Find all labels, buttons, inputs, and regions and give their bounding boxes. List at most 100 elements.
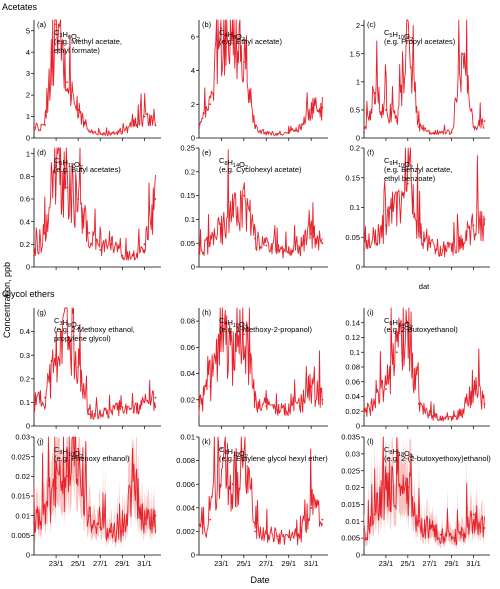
data-point [461, 533, 464, 536]
data-point [254, 398, 256, 401]
panel-label: (d) [37, 148, 47, 157]
data-point [276, 409, 279, 412]
data-point [254, 126, 256, 129]
y-tick-label: 0.02 [345, 407, 360, 416]
data-point [374, 92, 376, 94]
data-point [198, 405, 200, 408]
compound-note: ethyl benzoate) [384, 174, 436, 183]
compound-note: (e.g. Butyl acetates) [54, 165, 121, 174]
chart-panel-a: 0 1 2 3 4 5 (a) C3H6O2(e.g. Methyl acetate,ethy… [26, 19, 161, 143]
data-point [406, 486, 409, 489]
data-point [374, 513, 376, 516]
data-point [77, 447, 80, 450]
y-tick-label: 1 [356, 77, 360, 86]
series-line [363, 307, 485, 422]
y-tick-label: 0.08 [180, 317, 195, 326]
y-tick-label: 1 [26, 112, 30, 121]
series-line [33, 147, 156, 261]
panel-label: (i) [367, 308, 374, 317]
data-point [231, 483, 234, 486]
data-point [77, 109, 80, 112]
y-tick-label: 0.02 [180, 395, 195, 404]
compound-note: (e.g. 2-(2-butoxyethoxy)ethanol) [384, 454, 491, 463]
data-point [55, 487, 57, 490]
data-point [231, 213, 234, 216]
data-point [44, 232, 46, 234]
y-tick-label: 2 [356, 21, 360, 30]
y-tick-label: 0.08 [345, 363, 360, 372]
y-tick-label: 2 [26, 91, 30, 100]
formula-label: C5H10O2 [384, 28, 413, 43]
data-point [439, 533, 442, 536]
x-tick-label: 29/1 [444, 559, 459, 568]
data-point [321, 398, 324, 401]
data-point [209, 242, 212, 245]
data-point [154, 396, 157, 399]
y-tick-label: 5 [26, 26, 30, 35]
data-point [461, 52, 464, 55]
y-tick-label: 0.005 [11, 531, 30, 540]
formula-label: C4H8O2 [219, 28, 245, 43]
y-axis-title: Concentration, ppb [2, 262, 12, 338]
data-point [321, 242, 324, 245]
data-point [220, 447, 223, 450]
data-point [299, 535, 301, 538]
x-tick-label: 29/1 [115, 559, 130, 568]
data-point [310, 108, 313, 111]
x-tick-label: 23/1 [379, 559, 394, 568]
data-point [33, 254, 35, 257]
data-point [110, 530, 113, 533]
data-point [461, 242, 464, 245]
data-point [287, 132, 290, 134]
data-point [483, 402, 486, 405]
data-point [310, 506, 313, 509]
formula-label: C8H14O2 [219, 156, 248, 171]
formula-label: C3H6O2 [54, 28, 80, 43]
y-tick-label: 0.05 [345, 233, 360, 242]
data-point [44, 396, 46, 399]
data-point [143, 115, 146, 118]
data-point [428, 414, 431, 416]
compound-note: (e.g. Cyclohexyl acetate) [219, 165, 302, 174]
data-point [242, 194, 245, 197]
formula-label: C3H8O2 [54, 316, 80, 331]
data-point [121, 254, 124, 257]
chart-panel-g: 0 0.1 0.2 0.3 0.4 (g) C3H8O2(e.g. 2-Methoxy et… [20, 307, 161, 431]
y-tick-label: 0.8 [20, 172, 30, 181]
x-tick-label: 31/1 [137, 559, 152, 568]
x-tick-label: 25/1 [401, 559, 416, 568]
y-tick-label: 0.06 [345, 377, 360, 386]
y-tick-label: 1.5 [350, 49, 360, 58]
data-point [287, 251, 290, 254]
data-point [439, 417, 442, 420]
panel-label: (c) [367, 20, 376, 29]
data-point [406, 321, 409, 324]
data-point [321, 518, 324, 521]
data-point [406, 182, 409, 185]
data-point [450, 248, 453, 251]
y-tick-label: 0.2 [185, 167, 195, 176]
data-point [66, 186, 69, 189]
data-point [99, 249, 102, 251]
data-point [33, 126, 35, 129]
y-tick-label: 0.005 [341, 534, 360, 543]
data-point [395, 206, 398, 209]
x-tick-label: 31/1 [304, 559, 319, 568]
data-point [154, 514, 157, 517]
y-tick-label: 0.025 [341, 466, 360, 475]
data-point [276, 133, 279, 136]
series-line [363, 436, 485, 546]
chart-panel-e: 0 0.05 0.1 0.15 0.2 0.25 (e) C8H14O2(e.g. Cyclo… [180, 144, 328, 272]
data-point [321, 106, 324, 109]
panel-label: (b) [202, 20, 212, 29]
x-tick-label: 29/1 [281, 559, 296, 568]
data-point [154, 124, 157, 127]
y-tick-label: 0 [26, 551, 30, 560]
data-point [310, 232, 313, 235]
data-point [110, 410, 113, 413]
y-tick-label: 0.2 [350, 144, 360, 153]
data-point [472, 513, 475, 516]
data-point [231, 39, 234, 42]
series-line [198, 19, 323, 136]
panel-label: (k) [202, 437, 211, 446]
